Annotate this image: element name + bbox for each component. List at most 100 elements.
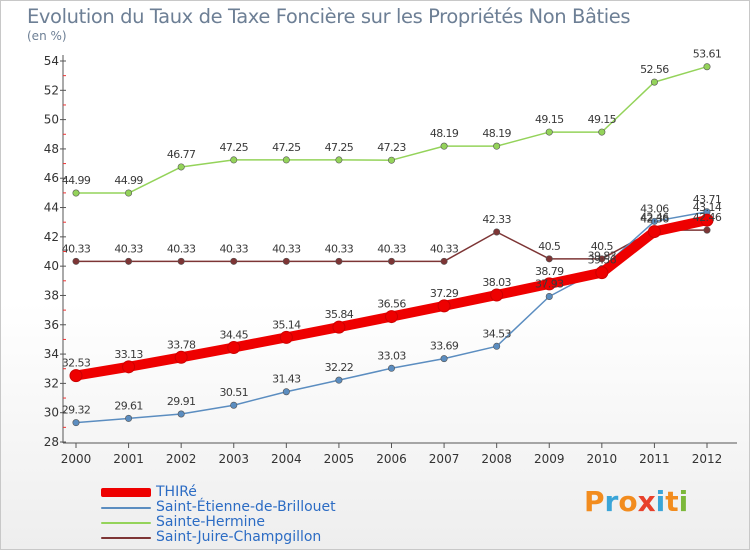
- data-point: [177, 257, 185, 265]
- data-point: [650, 78, 658, 86]
- chart-lines: [69, 63, 714, 427]
- logo-letter: i: [678, 485, 689, 518]
- y-tick-label: 32: [44, 376, 59, 390]
- data-point: [545, 128, 553, 136]
- data-label: 47.23: [377, 141, 406, 154]
- x-tick-label: 2002: [166, 452, 197, 466]
- data-label: 43.14: [693, 201, 722, 214]
- data-point: [279, 330, 293, 344]
- data-label: 40.33: [325, 242, 354, 255]
- data-point: [647, 225, 661, 239]
- data-label: 44.99: [114, 174, 143, 187]
- data-label: 42.46: [640, 211, 669, 224]
- data-point: [125, 257, 133, 265]
- chart-axes: 28 30 32 34 36 38 40 42 44 46 48 50 52 54 2000 2001 2002…: [44, 54, 737, 466]
- x-tick-label: 2000: [61, 452, 92, 466]
- data-label: 40.33: [272, 242, 301, 255]
- data-point: [387, 364, 395, 372]
- data-label: 47.25: [220, 141, 249, 154]
- logo-letter: t: [665, 485, 679, 518]
- data-point: [230, 401, 238, 409]
- data-label: 31.43: [272, 373, 301, 386]
- data-point: [493, 228, 501, 236]
- data-label: 40.33: [114, 242, 143, 255]
- y-tick-label: 50: [44, 113, 59, 127]
- logo-letter: r: [604, 485, 619, 518]
- data-point: [493, 342, 501, 350]
- data-label: 29.61: [114, 399, 143, 412]
- data-point: [703, 63, 711, 71]
- data-label: 42.36: [640, 213, 669, 226]
- y-tick-label: 30: [44, 406, 59, 420]
- legend-swatch: [101, 522, 151, 524]
- logo-letter: x: [637, 485, 656, 518]
- x-tick-label: 2003: [218, 452, 249, 466]
- data-point: [440, 355, 448, 363]
- data-point: [490, 288, 504, 302]
- data-point: [493, 142, 501, 150]
- y-tick-label: 46: [44, 171, 59, 185]
- data-label: 38.03: [482, 276, 511, 289]
- data-point: [227, 340, 241, 354]
- data-label: 38.79: [535, 265, 564, 278]
- data-point: [542, 277, 556, 291]
- data-label: 36.56: [377, 298, 406, 311]
- y-tick-label: 36: [44, 318, 59, 332]
- data-point: [700, 213, 714, 227]
- x-tick-label: 2012: [692, 452, 723, 466]
- y-tick-label: 42: [44, 230, 59, 244]
- data-label: 40.33: [220, 242, 249, 255]
- series-line: [75, 65, 708, 194]
- y-tick-label: 54: [44, 54, 59, 68]
- data-label: 33.03: [377, 349, 406, 362]
- data-point: [177, 163, 185, 171]
- data-point: [230, 156, 238, 164]
- data-point: [385, 310, 398, 324]
- x-tick-label: 2004: [271, 452, 302, 466]
- data-point: [703, 226, 711, 234]
- data-label: 40.5: [591, 240, 614, 253]
- data-point: [230, 257, 238, 265]
- data-point: [650, 217, 658, 225]
- data-label: 34.53: [482, 327, 511, 340]
- data-point: [125, 189, 133, 197]
- data-label: 40.33: [430, 242, 459, 255]
- y-tick-label: 28: [44, 435, 59, 449]
- data-label: 48.19: [482, 127, 511, 140]
- x-tick-label: 2010: [587, 452, 618, 466]
- x-tick-label: 2007: [429, 452, 460, 466]
- data-point: [598, 255, 606, 263]
- proxiti-logo: Proxiti: [584, 485, 688, 518]
- legend-swatch: [101, 507, 151, 509]
- data-label: 35.84: [325, 308, 354, 321]
- data-point: [125, 414, 133, 422]
- y-tick-label: 38: [44, 288, 59, 302]
- legend-swatch: [101, 488, 151, 497]
- data-label: 30.51: [220, 386, 249, 399]
- data-label: 32.22: [325, 361, 354, 374]
- data-label: 40.33: [377, 242, 406, 255]
- data-point: [437, 299, 451, 313]
- data-point: [332, 320, 346, 334]
- logo-letter: i: [655, 485, 666, 518]
- legend-label: Saint-Juire-Champgillon: [156, 529, 322, 545]
- y-tick-label: 34: [44, 347, 59, 361]
- chart-data-labels: 44.99 44.99 46.77 47.25 47.25 47.25 47.23 48.19…: [62, 48, 723, 417]
- data-label: 42.33: [482, 213, 511, 226]
- x-tick-label: 2006: [376, 452, 407, 466]
- data-point: [545, 292, 553, 300]
- x-tick-label: 2001: [113, 452, 144, 466]
- y-tick-label: 52: [44, 83, 59, 97]
- unit-label: (en %): [27, 29, 67, 43]
- data-label: 29.32: [62, 404, 91, 417]
- data-label: 40.33: [62, 242, 91, 255]
- data-label: 40.33: [167, 242, 196, 255]
- data-point: [72, 419, 80, 427]
- data-label: 37.29: [430, 287, 459, 300]
- data-label: 49.15: [535, 113, 564, 126]
- data-label: 43.06: [640, 202, 669, 215]
- data-point: [440, 257, 448, 265]
- data-label: 53.61: [693, 48, 722, 61]
- data-label: 48.19: [430, 127, 459, 140]
- data-point: [282, 388, 290, 396]
